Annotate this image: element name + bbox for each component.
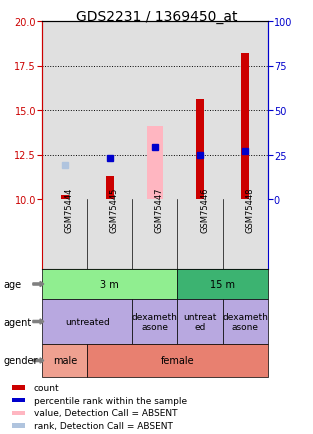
Bar [177,22,223,200]
Bar [12,398,25,402]
Bar [87,22,132,200]
Bar [12,385,25,390]
Bar [42,299,132,344]
Text: GSM75444: GSM75444 [65,187,74,233]
Bar [223,299,268,344]
Bar [61,196,69,200]
Text: gender: gender [3,356,38,366]
Text: GSM75447: GSM75447 [155,187,164,233]
Bar [42,200,87,270]
Bar [87,200,132,270]
Bar [223,22,268,200]
Bar [132,299,177,344]
Text: untreat
ed: untreat ed [183,312,217,332]
Text: rank, Detection Call = ABSENT: rank, Detection Call = ABSENT [34,421,173,430]
Text: untreated: untreated [65,317,110,326]
Bar [177,299,223,344]
Text: value, Detection Call = ABSENT: value, Detection Call = ABSENT [34,408,177,418]
Text: count: count [34,383,59,392]
Bar [12,411,25,415]
Text: agent: agent [3,317,31,327]
Text: GSM75446: GSM75446 [200,187,209,233]
Text: percentile rank within the sample: percentile rank within the sample [34,396,187,404]
Text: male: male [53,356,77,366]
Bar [42,270,177,299]
Bar [132,22,177,200]
Bar [12,423,25,428]
Bar [196,100,204,200]
Text: female: female [161,356,194,366]
Text: GSM75445: GSM75445 [110,187,119,233]
Text: GSM75448: GSM75448 [245,187,254,233]
Text: dexameth
asone: dexameth asone [132,312,178,332]
Bar [177,200,223,270]
Bar [241,54,249,200]
Text: age: age [3,279,21,289]
Bar [223,200,268,270]
Text: 15 m: 15 m [210,279,235,289]
Text: 3 m: 3 m [100,279,119,289]
Bar [87,344,268,377]
Text: dexameth
asone: dexameth asone [222,312,268,332]
Bar [132,200,177,270]
Bar [42,344,87,377]
Bar [42,22,87,200]
Bar [177,270,268,299]
Text: GDS2231 / 1369450_at: GDS2231 / 1369450_at [76,10,237,23]
Bar [106,177,114,200]
Bar [147,127,163,200]
